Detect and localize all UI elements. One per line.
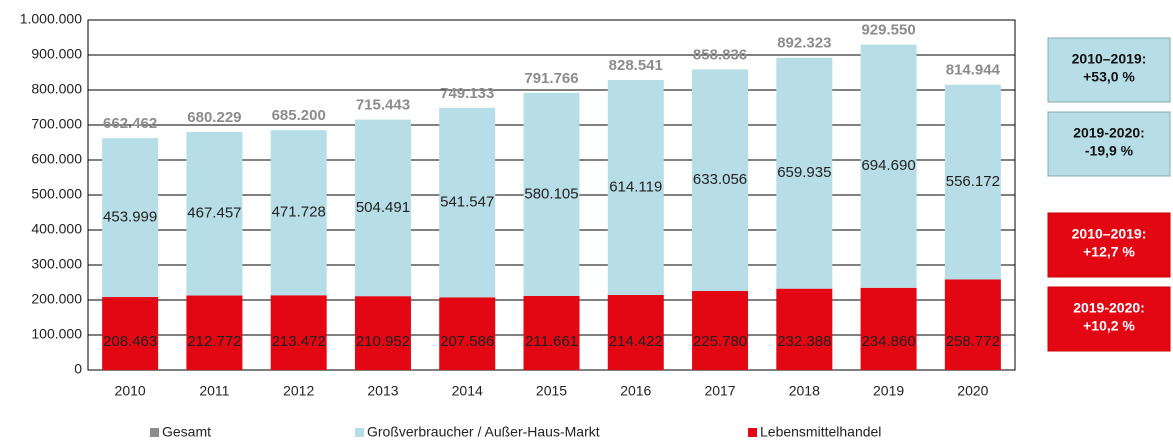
x-tick-label: 2010	[115, 383, 146, 399]
data-label: 210.952	[356, 333, 410, 350]
bar-segment	[607, 80, 664, 295]
total-label: 828.541	[609, 57, 663, 74]
total-label: 680.229	[187, 109, 241, 126]
bar-segment	[102, 138, 159, 298]
bar-segment	[944, 279, 1001, 370]
y-tick-label: 800.000	[31, 81, 82, 97]
legend-swatch	[150, 428, 159, 437]
x-tick-label: 2020	[957, 383, 988, 399]
data-label: 213.472	[272, 333, 326, 350]
total-label: 662.462	[103, 115, 157, 132]
legend-swatch	[748, 428, 757, 437]
data-label: 556.172	[946, 173, 1000, 190]
data-label: 541.547	[440, 194, 494, 211]
x-tick-label: 2014	[452, 383, 483, 399]
legend-label: Lebensmittelhandel	[760, 424, 881, 440]
bar-segment	[270, 295, 327, 370]
total-label: 791.766	[524, 70, 578, 87]
data-label: 258.772	[946, 333, 1000, 350]
bar-segment	[439, 107, 496, 298]
data-label: 471.728	[272, 204, 326, 221]
annotation-text: 2010–2019:	[1072, 226, 1147, 242]
total-label: 858.836	[693, 46, 747, 63]
bar-segment	[860, 287, 917, 370]
bar-segment	[270, 130, 327, 296]
bar-segment	[354, 296, 411, 370]
x-tick-label: 2011	[199, 383, 229, 399]
x-tick-label: 2017	[704, 383, 735, 399]
y-tick-label: 1.000.000	[20, 11, 82, 27]
y-tick-label: 200.000	[31, 291, 82, 307]
x-tick-label: 2013	[367, 383, 398, 399]
annotation-box	[1047, 212, 1171, 278]
total-label: 685.200	[272, 107, 326, 124]
bar-segment	[186, 295, 243, 370]
data-label: 614.119	[609, 178, 662, 195]
y-tick-label: 400.000	[31, 221, 82, 237]
y-tick-label: 500.000	[31, 186, 82, 202]
y-tick-label: 300.000	[31, 256, 82, 272]
bar-segment	[692, 290, 749, 370]
x-tick-label: 2016	[620, 383, 651, 399]
annotation-text: 2019-2020:	[1073, 125, 1145, 141]
data-label: 208.463	[103, 333, 157, 350]
total-label: 715.443	[356, 97, 410, 114]
data-label: 453.999	[103, 209, 157, 226]
data-label: 504.491	[356, 199, 410, 216]
x-tick-label: 2012	[283, 383, 314, 399]
bar-segment	[692, 69, 749, 291]
data-label: 467.457	[187, 205, 241, 222]
annotation-box	[1047, 111, 1171, 177]
y-tick-label: 0	[74, 361, 82, 377]
annotation-text: +12,7 %	[1083, 244, 1135, 260]
data-label: 207.586	[440, 333, 494, 350]
data-label: 659.935	[777, 164, 831, 181]
data-label: 694.690	[861, 157, 915, 174]
bar-segment	[776, 57, 833, 289]
x-tick-label: 2018	[789, 383, 820, 399]
data-label: 234.860	[861, 333, 915, 350]
data-label: 580.105	[524, 185, 578, 202]
y-tick-label: 600.000	[31, 151, 82, 167]
annotation-text: 2019-2020:	[1073, 300, 1145, 316]
annotation-box	[1047, 37, 1171, 103]
bar-segment	[186, 131, 243, 296]
data-label: 212.772	[187, 333, 241, 350]
data-label: 214.422	[609, 333, 663, 350]
annotation-text: -19,9 %	[1085, 143, 1134, 159]
annotation-text: +53,0 %	[1083, 69, 1135, 85]
bar-segment	[860, 44, 917, 288]
bar-segment	[439, 297, 496, 370]
bar-segment	[776, 288, 833, 370]
legend-swatch	[355, 428, 364, 437]
legend-label: Großverbraucher / Außer-Haus-Markt	[367, 424, 600, 440]
bar-segment	[607, 294, 664, 370]
annotation-box	[1047, 286, 1171, 352]
x-tick-label: 2019	[873, 383, 904, 399]
data-label: 633.056	[693, 171, 747, 188]
bar-segment	[944, 84, 1001, 280]
total-label: 749.133	[440, 85, 494, 102]
bar-segment	[523, 295, 580, 370]
data-label: 232.388	[777, 333, 831, 350]
data-label: 225.780	[693, 333, 747, 350]
annotation-text: 2010–2019:	[1072, 51, 1147, 67]
bar-segment	[102, 297, 159, 370]
data-label: 211.661	[525, 333, 578, 350]
y-tick-label: 900.000	[31, 46, 82, 62]
legend-label: Gesamt	[162, 424, 211, 440]
total-label: 892.323	[777, 35, 831, 52]
bar-segment	[523, 92, 580, 296]
annotation-text: +10,2 %	[1083, 318, 1135, 334]
y-tick-label: 700.000	[31, 116, 82, 132]
x-tick-label: 2015	[536, 383, 567, 399]
y-tick-label: 100.000	[31, 326, 82, 342]
total-label: 929.550	[861, 22, 915, 39]
total-label: 814.944	[946, 62, 1001, 79]
bar-segment	[354, 119, 411, 297]
